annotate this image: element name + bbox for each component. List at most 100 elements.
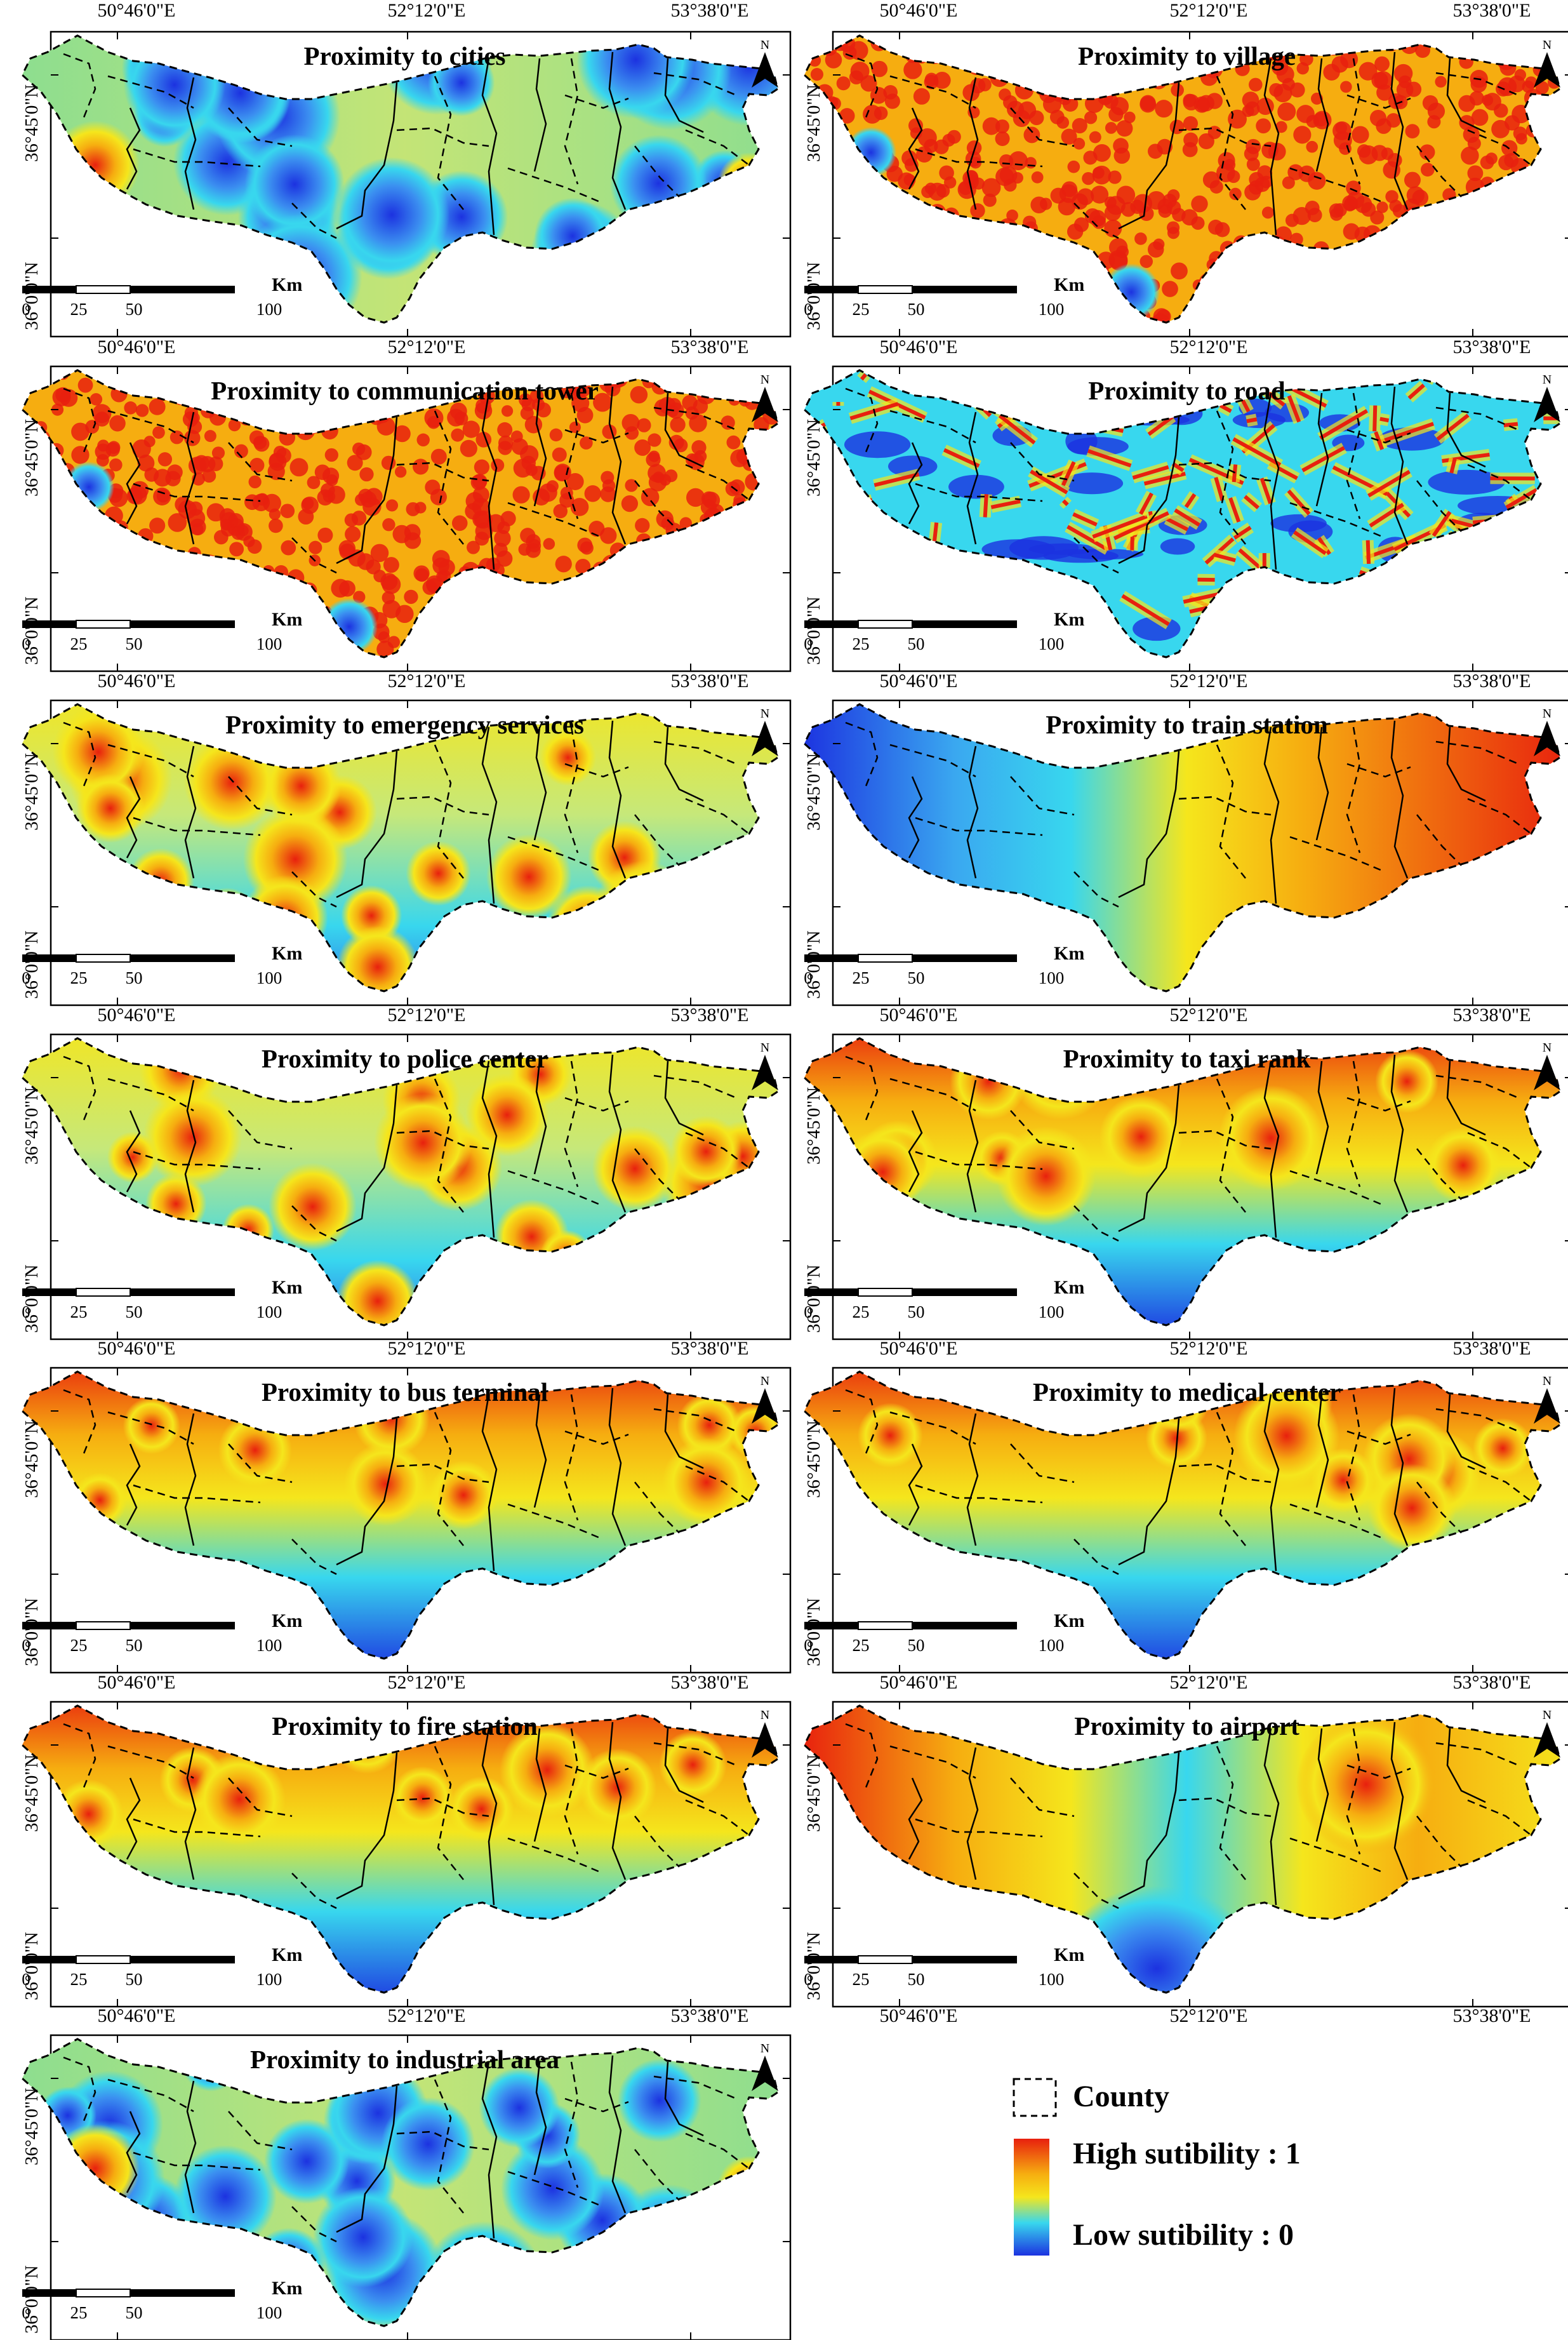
scale-bar-label: 0: [22, 1970, 30, 1989]
latitude-tick-label: 36°0'0"N: [22, 1598, 43, 1666]
longitude-tick-label: 52°12'0"E: [388, 671, 466, 692]
map-panel: Proximity to emergency services 36°45'0"N…: [19, 688, 790, 1005]
longitude-tick-label: 52°12'0"E: [1170, 0, 1248, 22]
scale-bar-label: 50: [126, 300, 143, 319]
longitude-tick-label: 53°38'0"E: [1453, 1338, 1531, 1360]
high-suitability-zone: [343, 1442, 427, 1526]
high-suitability-zone: [1368, 1464, 1456, 1552]
longitude-tick-label: 53°38'0"E: [1453, 0, 1531, 22]
scale-bar-label: 100: [1039, 1302, 1065, 1322]
scale-bar: [22, 1288, 235, 1296]
map-title: Proximity to medical center: [801, 1377, 1568, 1407]
longitude-tick-label: 52°12'0"E: [1170, 337, 1248, 358]
longitude-tick-label: 52°12'0"E: [1170, 2005, 1248, 2027]
longitude-tick-label: 53°38'0"E: [1453, 1005, 1531, 1026]
longitude-tick-label: 50°46'0"E: [880, 1672, 958, 1694]
scale-bar-label: 25: [853, 300, 870, 319]
north-label: N: [749, 1708, 781, 1723]
longitude-tick-label: 50°46'0"E: [880, 671, 958, 692]
latitude-tick-label: 36°0'0"N: [804, 262, 825, 330]
scale-bar-label: 100: [256, 300, 282, 319]
longitude-tick-label: 50°46'0"E: [98, 1672, 176, 1694]
high-suitability-zone: [195, 888, 258, 951]
north-label: N: [1531, 1041, 1563, 1055]
north-arrow-icon: N: [1531, 1374, 1563, 1425]
low-suitability-zone: [479, 2068, 560, 2148]
scale-bar-label: 100: [1039, 300, 1065, 319]
high-suitability-zone: [128, 848, 194, 914]
low-suitability-zone: [435, 248, 503, 316]
scale-bar-label: 50: [908, 634, 925, 654]
map-title: Proximity to emergency services: [19, 709, 790, 740]
scale-bar-label: 50: [908, 1970, 925, 1989]
north-arrow-icon: N: [749, 1708, 781, 1759]
north-arrow-icon: N: [749, 1041, 781, 1092]
legend-county-label: County: [1073, 2079, 1169, 2114]
high-suitability-zone: [1425, 1127, 1501, 1203]
legend-low-label: Low sutibility : 0: [1073, 2217, 1294, 2252]
scale-bar: [804, 620, 1017, 628]
scale-bar-label: 50: [908, 968, 925, 988]
scale-bar-label: 50: [126, 2303, 143, 2323]
scale-bar-label: 100: [256, 634, 282, 654]
latitude-tick-label: 36°45'0"N: [22, 753, 43, 831]
longitude-tick-label: 53°38'0"E: [671, 337, 749, 358]
high-suitability-zone: [406, 841, 470, 906]
scale-bar-label: 100: [256, 968, 282, 988]
north-label: N: [1531, 707, 1563, 721]
scale-bar-label: 0: [22, 1302, 30, 1322]
scale-bar-label: 50: [126, 634, 143, 654]
north-arrow-icon: N: [1531, 707, 1563, 758]
north-arrow-icon: N: [749, 1374, 781, 1425]
low-suitability-zone: [610, 135, 707, 232]
scale-unit-label: Km: [1054, 943, 1084, 965]
longitude-tick-label: 53°38'0"E: [671, 1672, 749, 1694]
scale-bar-label: 100: [1039, 1970, 1065, 1989]
scale-bar-label: 50: [908, 300, 925, 319]
scale-unit-label: Km: [1054, 1610, 1084, 1632]
scale-bar-label: 100: [256, 1970, 282, 1989]
suitability-color-ramp: [1014, 2139, 1049, 2256]
scale-bar-label: 0: [804, 1636, 813, 1655]
longitude-tick-label: 50°46'0"E: [98, 337, 176, 358]
scale-bar-label: 100: [1039, 1636, 1065, 1655]
north-arrow-icon: N: [749, 707, 781, 758]
scale-bar: [22, 620, 235, 628]
latitude-tick-label: 36°0'0"N: [22, 1264, 43, 1333]
legend-high-label: High sutibility : 1: [1073, 2136, 1301, 2171]
latitude-tick-label: 36°45'0"N: [22, 1087, 43, 1165]
longitude-tick-label: 52°12'0"E: [388, 1338, 466, 1360]
longitude-tick-label: 50°46'0"E: [98, 1005, 176, 1026]
high-suitability-zone: [218, 1414, 292, 1487]
latitude-tick-label: 36°0'0"N: [804, 1932, 825, 2000]
high-suitability-zone: [184, 735, 280, 831]
scale-bar-label: 25: [70, 634, 88, 654]
latitude-tick-label: 36°45'0"N: [22, 419, 43, 497]
longitude-tick-label: 52°12'0"E: [1170, 671, 1248, 692]
low-suitability-zone: [313, 2187, 413, 2287]
latitude-tick-label: 36°0'0"N: [22, 596, 43, 665]
county-legend-swatch: [1014, 2079, 1056, 2116]
scale-bar-label: 0: [22, 968, 30, 988]
latitude-tick-label: 36°45'0"N: [804, 753, 825, 831]
high-suitability-zone: [593, 860, 694, 962]
longitude-tick-label: 50°46'0"E: [98, 2005, 176, 2027]
scale-bar: [804, 1288, 1017, 1296]
low-suitability-zone: [422, 2221, 544, 2340]
longitude-tick-label: 53°38'0"E: [671, 671, 749, 692]
scale-bar-label: 50: [126, 968, 143, 988]
high-suitability-zone: [269, 1163, 357, 1251]
high-suitability-zone: [465, 1073, 548, 1156]
longitude-tick-label: 50°46'0"E: [98, 671, 176, 692]
map-title: Proximity to cities: [19, 41, 790, 71]
scale-bar: [804, 954, 1017, 962]
longitude-tick-label: 52°12'0"E: [1170, 1672, 1248, 1694]
high-suitability-zone: [54, 1779, 123, 1849]
scale-bar-label: 25: [70, 1970, 88, 1989]
scale-bar-label: 0: [804, 968, 813, 988]
